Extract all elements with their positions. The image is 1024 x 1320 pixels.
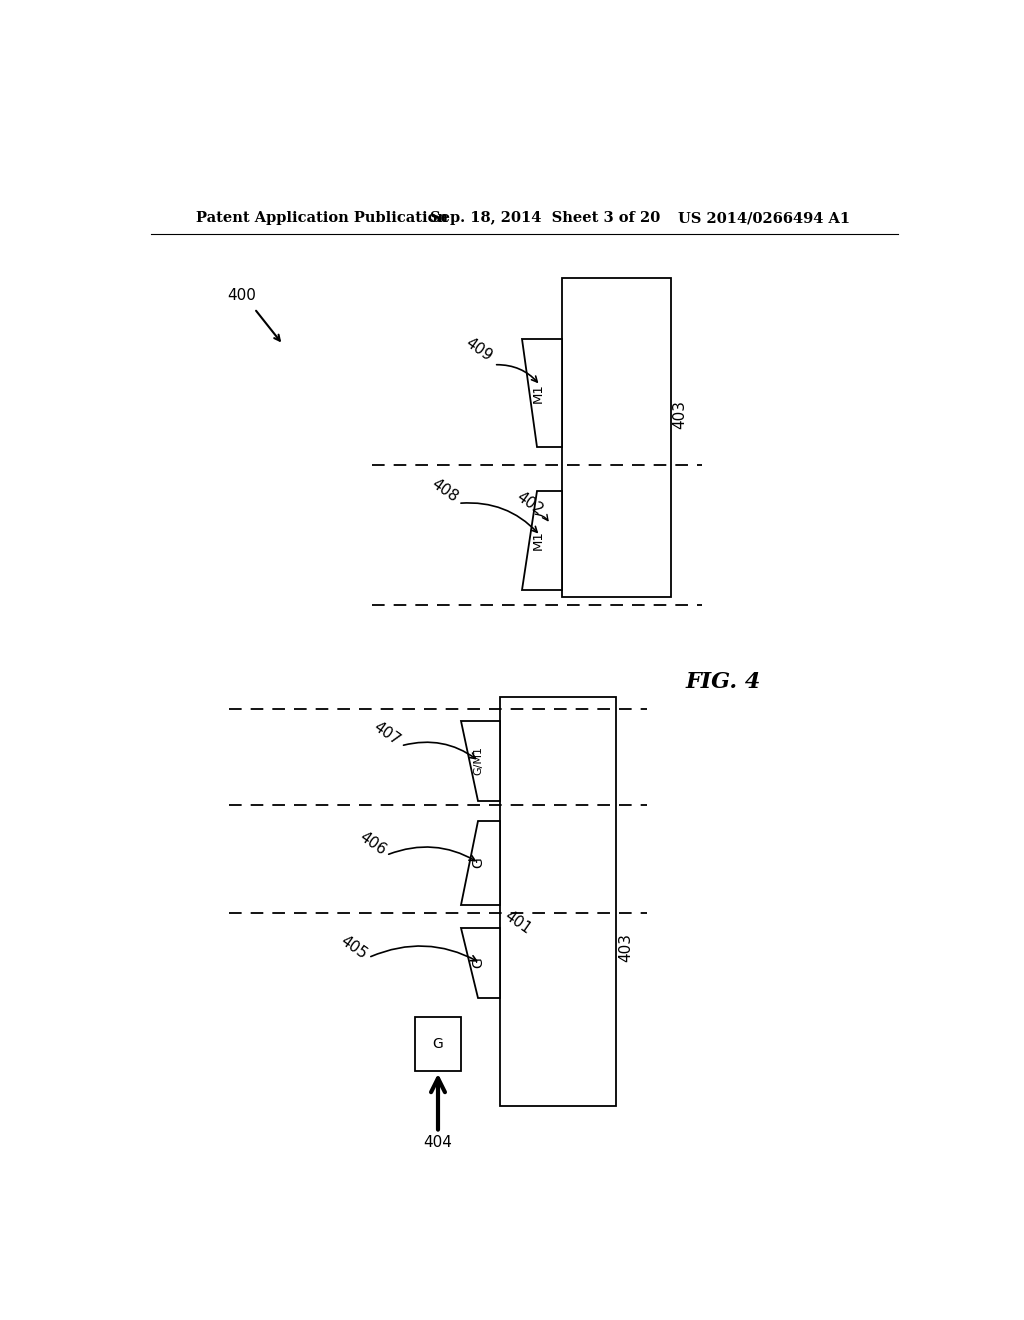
Text: G: G — [471, 958, 485, 969]
Text: 400: 400 — [227, 288, 256, 304]
Text: 403: 403 — [618, 933, 633, 962]
Polygon shape — [461, 821, 500, 906]
Text: FIG. 4: FIG. 4 — [686, 671, 762, 693]
Text: 405: 405 — [337, 933, 370, 962]
Text: 408: 408 — [429, 477, 461, 506]
Text: M1: M1 — [531, 531, 545, 550]
Polygon shape — [461, 928, 500, 998]
Text: 404: 404 — [424, 1135, 453, 1150]
Text: US 2014/0266494 A1: US 2014/0266494 A1 — [678, 211, 850, 226]
Text: G: G — [432, 1038, 443, 1051]
Polygon shape — [461, 721, 500, 801]
Text: 409: 409 — [463, 335, 496, 364]
Text: M1: M1 — [531, 383, 545, 403]
Text: G: G — [471, 858, 485, 869]
Text: Sep. 18, 2014  Sheet 3 of 20: Sep. 18, 2014 Sheet 3 of 20 — [430, 211, 660, 226]
Polygon shape — [521, 491, 562, 590]
Bar — [500, 697, 616, 1106]
Text: 401: 401 — [502, 908, 534, 937]
Text: 402: 402 — [514, 488, 546, 517]
Text: 403: 403 — [673, 400, 687, 429]
Polygon shape — [521, 339, 562, 447]
Bar — [415, 1016, 461, 1071]
Text: 406: 406 — [356, 829, 389, 858]
Bar — [562, 277, 671, 598]
Text: G/M1: G/M1 — [473, 746, 483, 775]
Text: Patent Application Publication: Patent Application Publication — [197, 211, 449, 226]
Text: 407: 407 — [371, 719, 402, 748]
